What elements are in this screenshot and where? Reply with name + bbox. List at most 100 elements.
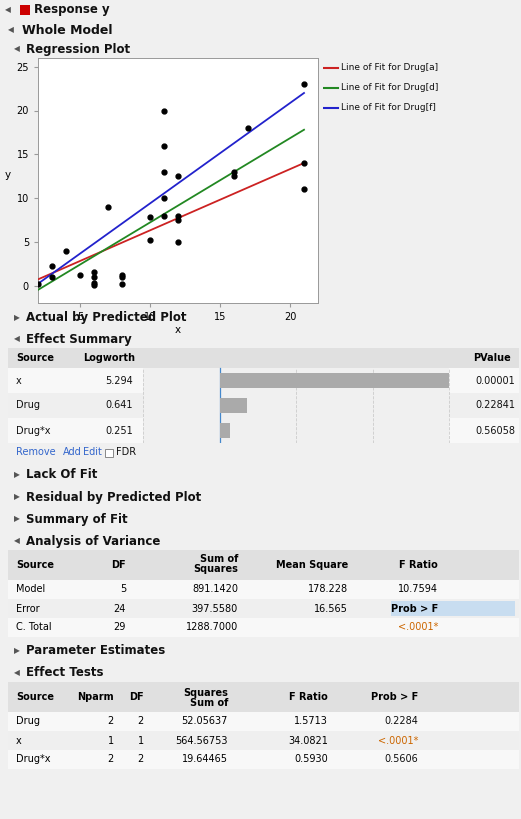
Bar — [8, 731, 519, 750]
Bar — [20, 5, 30, 15]
Text: Squares: Squares — [193, 564, 238, 574]
Text: 19.64465: 19.64465 — [182, 754, 228, 764]
Text: <.0001*: <.0001* — [398, 622, 438, 632]
Text: Prob > F: Prob > F — [391, 604, 438, 613]
Text: ◀: ◀ — [14, 44, 20, 53]
Bar — [105, 449, 113, 457]
Text: Edit: Edit — [83, 447, 102, 457]
Bar — [8, 750, 519, 769]
Text: Sum of: Sum of — [190, 698, 228, 708]
Text: 5: 5 — [120, 585, 126, 595]
Text: Remove: Remove — [16, 447, 56, 457]
Bar — [8, 368, 143, 393]
Text: 0.5606: 0.5606 — [384, 754, 418, 764]
Text: Response y: Response y — [34, 3, 109, 16]
Text: ▶: ▶ — [14, 470, 20, 479]
Text: 397.5580: 397.5580 — [192, 604, 238, 613]
Text: Line of Fit for Drug[d]: Line of Fit for Drug[d] — [341, 84, 438, 93]
Text: ▶: ▶ — [14, 314, 20, 323]
Bar — [8, 599, 519, 618]
Text: ▶: ▶ — [14, 492, 20, 501]
Text: ▶: ▶ — [14, 646, 20, 655]
Text: Nparm: Nparm — [78, 692, 114, 702]
Text: x: x — [16, 735, 22, 745]
Bar — [8, 393, 143, 418]
Text: 1288.7000: 1288.7000 — [186, 622, 238, 632]
Bar — [391, 601, 515, 616]
Text: 2: 2 — [138, 754, 144, 764]
Text: 0.56058: 0.56058 — [475, 426, 515, 436]
Text: ◀: ◀ — [14, 536, 20, 545]
Text: Mean Square: Mean Square — [276, 560, 348, 570]
Text: ◀: ◀ — [14, 334, 20, 343]
Text: 0.251: 0.251 — [105, 426, 133, 436]
Text: Drug: Drug — [16, 400, 40, 410]
Text: Source: Source — [16, 560, 54, 570]
Text: ▶: ▶ — [14, 514, 20, 523]
Text: F Ratio: F Ratio — [289, 692, 328, 702]
Text: ◀: ◀ — [8, 25, 14, 34]
Text: 564.56753: 564.56753 — [176, 735, 228, 745]
Bar — [8, 618, 519, 637]
Bar — [449, 418, 519, 443]
Text: Actual by Predicted Plot: Actual by Predicted Plot — [26, 311, 187, 324]
Y-axis label: y: y — [5, 170, 11, 180]
Bar — [8, 580, 519, 599]
Text: <.0001*: <.0001* — [378, 735, 418, 745]
Text: Summary of Fit: Summary of Fit — [26, 513, 128, 526]
Text: Add: Add — [63, 447, 82, 457]
Text: 0.5930: 0.5930 — [294, 754, 328, 764]
Text: PValue: PValue — [473, 353, 511, 363]
Text: Effect Tests: Effect Tests — [26, 667, 104, 680]
Text: F Ratio: F Ratio — [399, 560, 438, 570]
Text: C. Total: C. Total — [16, 622, 52, 632]
Bar — [449, 368, 519, 393]
Text: 24: 24 — [114, 604, 126, 613]
Text: Drug*x: Drug*x — [16, 426, 51, 436]
Bar — [219, 423, 230, 438]
Text: Effect Summary: Effect Summary — [26, 333, 132, 346]
Text: 5.294: 5.294 — [105, 375, 133, 386]
Text: Error: Error — [16, 604, 40, 613]
Text: 1: 1 — [108, 735, 114, 745]
Text: Residual by Predicted Plot: Residual by Predicted Plot — [26, 491, 201, 504]
Bar — [449, 393, 519, 418]
Text: 1.5713: 1.5713 — [294, 717, 328, 726]
Text: 178.228: 178.228 — [308, 585, 348, 595]
Text: Prob > F: Prob > F — [371, 692, 418, 702]
Text: DF: DF — [111, 560, 126, 570]
Text: Sum of: Sum of — [200, 554, 238, 564]
Text: 1: 1 — [138, 735, 144, 745]
Text: Analysis of Variance: Analysis of Variance — [26, 535, 160, 547]
Text: 52.05637: 52.05637 — [182, 717, 228, 726]
Text: Line of Fit for Drug[f]: Line of Fit for Drug[f] — [341, 103, 436, 112]
Text: Drug*x: Drug*x — [16, 754, 51, 764]
Text: 0.00001: 0.00001 — [475, 375, 515, 386]
Bar — [8, 550, 519, 580]
Text: ◀: ◀ — [5, 6, 11, 15]
Text: Squares: Squares — [183, 688, 228, 698]
Bar — [8, 712, 519, 731]
Text: 16.565: 16.565 — [314, 604, 348, 613]
Text: 2: 2 — [138, 717, 144, 726]
Text: 2: 2 — [108, 717, 114, 726]
Text: Line of Fit for Drug[a]: Line of Fit for Drug[a] — [341, 64, 438, 73]
Bar — [219, 398, 247, 413]
Text: Source: Source — [16, 353, 54, 363]
Text: 29: 29 — [114, 622, 126, 632]
Text: 0.22841: 0.22841 — [475, 400, 515, 410]
Text: 34.0821: 34.0821 — [288, 735, 328, 745]
Text: Drug: Drug — [16, 717, 40, 726]
Text: 891.1420: 891.1420 — [192, 585, 238, 595]
Text: Model: Model — [16, 585, 45, 595]
Text: 0.641: 0.641 — [105, 400, 133, 410]
Text: 10.7594: 10.7594 — [398, 585, 438, 595]
X-axis label: x: x — [175, 325, 181, 335]
Text: FDR: FDR — [116, 447, 136, 457]
Text: Parameter Estimates: Parameter Estimates — [26, 645, 165, 658]
Text: ◀: ◀ — [14, 668, 20, 677]
Text: Whole Model: Whole Model — [22, 24, 113, 37]
Text: x: x — [16, 375, 22, 386]
Bar — [219, 373, 449, 388]
Text: 0.2284: 0.2284 — [384, 717, 418, 726]
